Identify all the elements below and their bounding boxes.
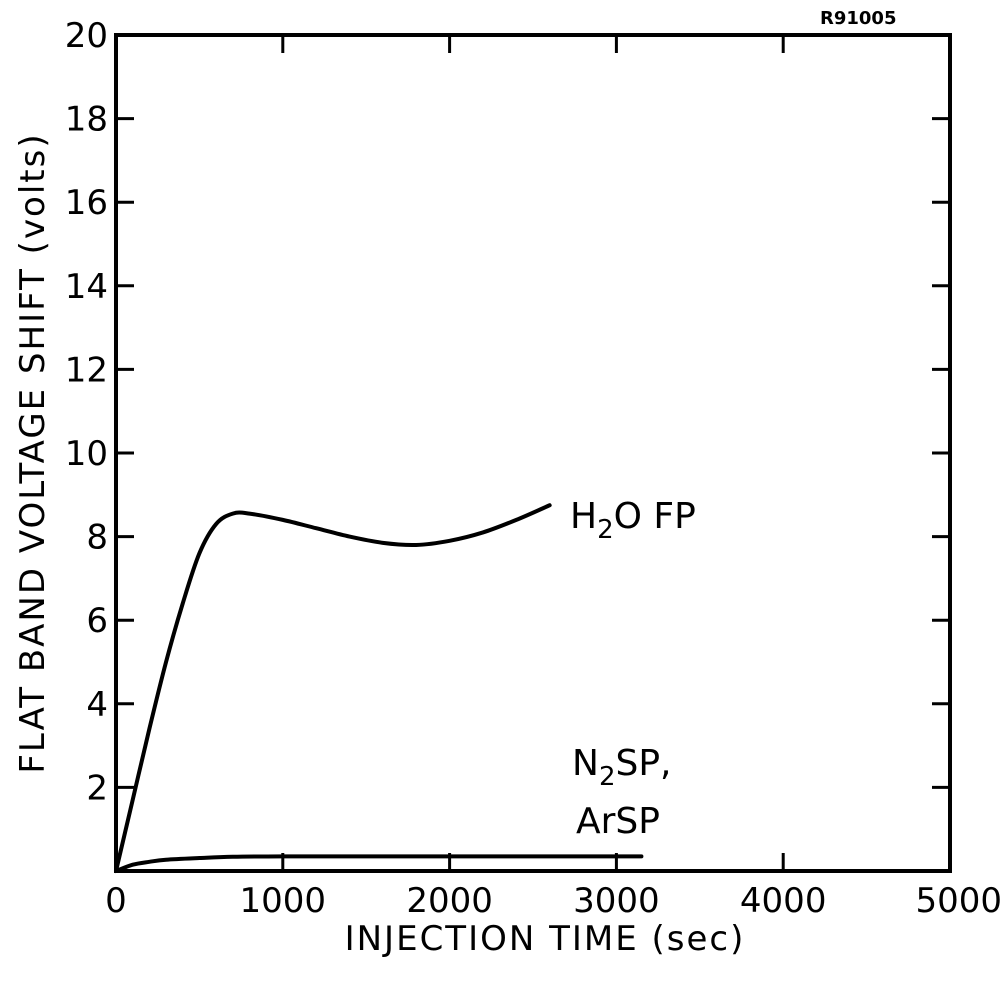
series-line-0 [114,503,552,873]
series-label-arsp: ArSP [576,801,660,842]
x-tick-label: 1000 [240,881,327,921]
series-label-n2sp: N2SP, [572,743,672,792]
y-tick-label: 2 [86,768,108,808]
series-line-1 [114,854,644,873]
x-tick-label: 5000 [915,881,1002,921]
x-tick-labels: 0 1000 2000 3000 4000 5000 [105,881,1002,921]
series-label-h2o-fp: H2O FP [570,496,696,545]
y-tick-label: 12 [65,350,108,390]
y-tick-labels: 2 4 6 8 10 12 14 16 18 20 [65,16,108,808]
x-tick-label: 3000 [573,881,660,921]
y-tick-label: 10 [65,434,108,474]
x-tick-label: 0 [105,881,127,921]
y-tick-label: 20 [65,16,108,56]
y-tick-label: 6 [86,601,108,641]
x-tick-label: 4000 [740,881,827,921]
figure-id: R91005 [820,8,896,29]
x-tick-label: 2000 [406,881,493,921]
x-axis-title: INJECTION TIME (sec) [345,919,746,959]
y-tick-label: 16 [65,183,108,223]
y-tick-label: 4 [86,685,108,725]
y-axis-title: FLAT BAND VOLTAGE SHIFT (volts) [13,132,53,773]
axis-ticks [116,35,950,871]
plot-frame [114,33,952,873]
y-tick-label: 8 [86,518,108,558]
series-lines [114,503,644,873]
y-tick-label: 18 [65,100,108,140]
y-tick-label: 14 [65,267,108,307]
